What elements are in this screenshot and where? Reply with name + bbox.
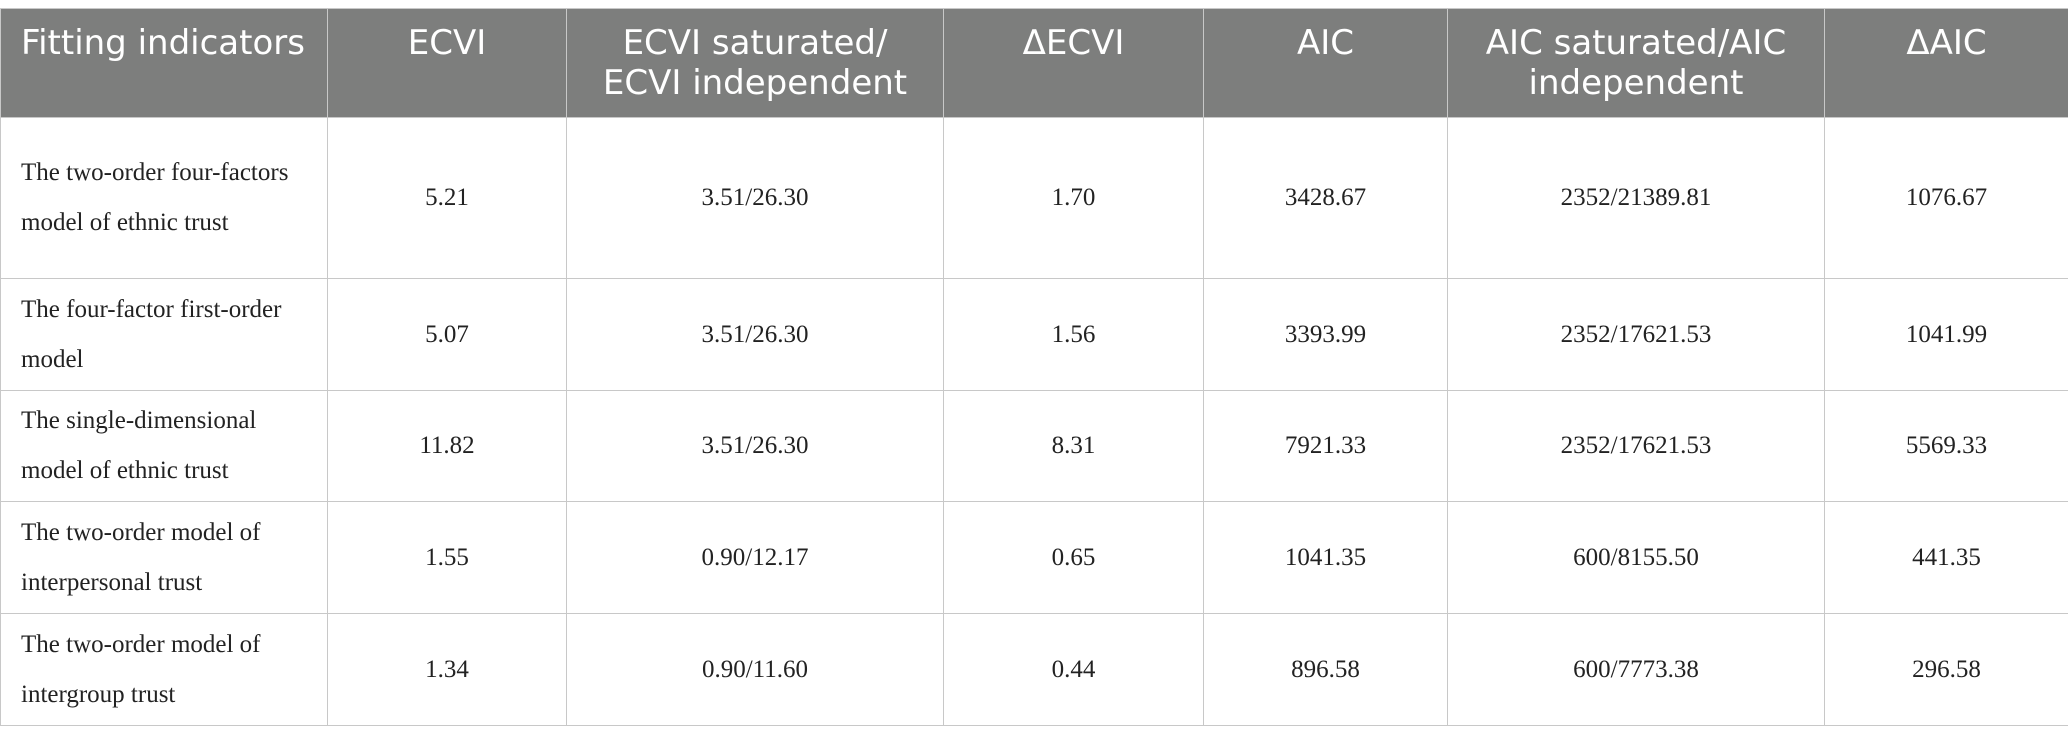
aic-saturated-independent-cell: 600/8155.50 [1447, 501, 1825, 614]
aic-saturated-independent-cell: 2352/17621.53 [1447, 278, 1825, 391]
ecvi-saturated-independent-cell: 3.51/26.30 [566, 117, 944, 279]
ecvi-cell: 5.21 [327, 117, 567, 279]
header-delta-ecvi: ΔECVI [943, 8, 1204, 118]
delta-ecvi-cell: 1.70 [943, 117, 1204, 279]
aic-cell: 1041.35 [1203, 501, 1448, 614]
model-name-cell: The two-order four-factors model of ethn… [0, 117, 328, 279]
delta-aic-cell: 5569.33 [1824, 390, 2068, 502]
table-body: The two-order four-factors model of ethn… [0, 117, 2068, 726]
table-row: The two-order model of intergroup trust … [0, 613, 2068, 726]
ecvi-saturated-independent-cell: 3.51/26.30 [566, 390, 944, 502]
table-row: The two-order model of interpersonal tru… [0, 501, 2068, 614]
delta-ecvi-cell: 0.65 [943, 501, 1204, 614]
delta-aic-cell: 441.35 [1824, 501, 2068, 614]
ecvi-cell: 1.34 [327, 613, 567, 726]
ecvi-saturated-independent-cell: 0.90/12.17 [566, 501, 944, 614]
header-row: Fitting indicators ECVI ECVI saturated/ … [0, 8, 2068, 118]
fit-indices-table: Fitting indicators ECVI ECVI saturated/ … [0, 8, 2068, 726]
aic-cell: 3393.99 [1203, 278, 1448, 391]
table-row: The single-dimensional model of ethnic t… [0, 390, 2068, 502]
header-aic-saturated-independent: AIC saturated/AIC independent [1447, 8, 1825, 118]
header-aic: AIC [1203, 8, 1448, 118]
header-fitting-indicators: Fitting indicators [0, 8, 328, 118]
delta-aic-cell: 1076.67 [1824, 117, 2068, 279]
aic-saturated-independent-cell: 2352/21389.81 [1447, 117, 1825, 279]
aic-cell: 3428.67 [1203, 117, 1448, 279]
delta-ecvi-cell: 1.56 [943, 278, 1204, 391]
model-name-cell: The two-order model of intergroup trust [0, 613, 328, 726]
table-row: The two-order four-factors model of ethn… [0, 117, 2068, 279]
delta-ecvi-cell: 8.31 [943, 390, 1204, 502]
header-delta-aic: ΔAIC [1824, 8, 2068, 118]
delta-aic-cell: 1041.99 [1824, 278, 2068, 391]
results-table-container: Fitting indicators ECVI ECVI saturated/ … [0, 8, 2068, 726]
model-name-cell: The single-dimensional model of ethnic t… [0, 390, 328, 502]
aic-cell: 7921.33 [1203, 390, 1448, 502]
table-row: The four-factor first-order model 5.07 3… [0, 278, 2068, 391]
aic-cell: 896.58 [1203, 613, 1448, 726]
model-name-cell: The two-order model of interpersonal tru… [0, 501, 328, 614]
ecvi-cell: 5.07 [327, 278, 567, 391]
header-ecvi: ECVI [327, 8, 567, 118]
ecvi-cell: 1.55 [327, 501, 567, 614]
ecvi-saturated-independent-cell: 0.90/11.60 [566, 613, 944, 726]
model-name-cell: The four-factor first-order model [0, 278, 328, 391]
header-ecvi-saturated-independent: ECVI saturated/ ECVI independent [566, 8, 944, 118]
aic-saturated-independent-cell: 2352/17621.53 [1447, 390, 1825, 502]
ecvi-saturated-independent-cell: 3.51/26.30 [566, 278, 944, 391]
aic-saturated-independent-cell: 600/7773.38 [1447, 613, 1825, 726]
ecvi-cell: 11.82 [327, 390, 567, 502]
table-header: Fitting indicators ECVI ECVI saturated/ … [0, 8, 2068, 118]
delta-aic-cell: 296.58 [1824, 613, 2068, 726]
delta-ecvi-cell: 0.44 [943, 613, 1204, 726]
